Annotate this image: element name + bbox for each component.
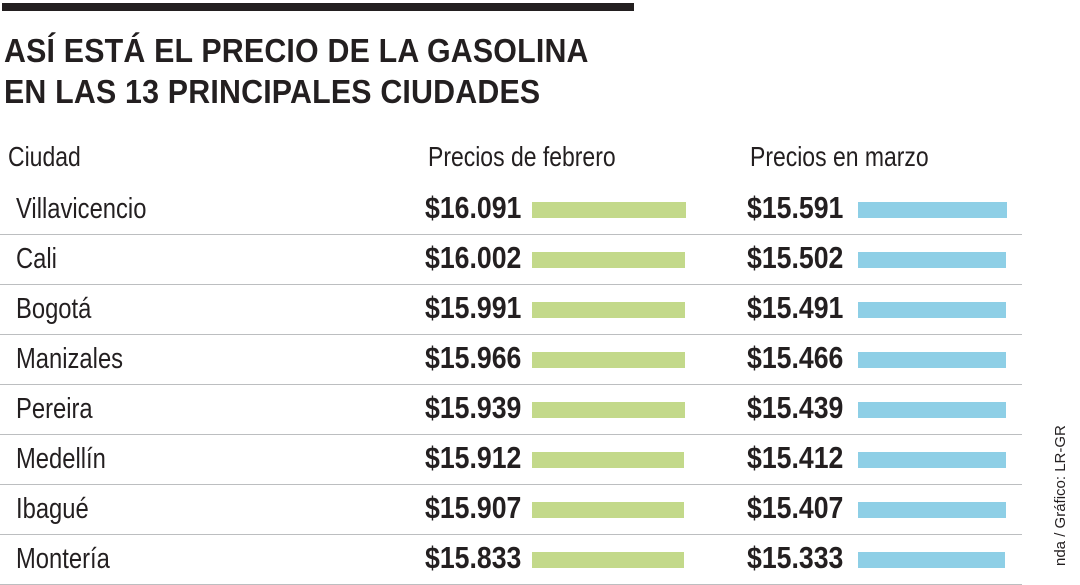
march-value-label: $15.333 [747,540,844,575]
city-label: Ibagué [16,493,89,525]
city-label: Pereira [16,393,93,425]
february-bar [532,402,685,418]
row-divider [0,484,1022,485]
march-value-label: $15.491 [747,290,844,325]
march-bar [858,252,1007,268]
chart-title: ASÍ ESTÁ EL PRECIO DE LA GASOLINA EN LAS… [4,30,589,112]
column-header-march: Precios en marzo [750,141,929,172]
table-row: Manizales $15.966 $15.466 [0,335,1022,385]
march-bar [858,552,1005,568]
february-value-label: $15.912 [425,440,522,475]
february-value-label: $16.002 [425,240,522,275]
march-value-label: $15.466 [747,340,844,375]
february-value-label: $15.966 [425,340,522,375]
row-divider [0,434,1022,435]
february-bar [532,202,686,218]
city-label: Medellín [16,443,106,475]
city-label: Manizales [16,343,124,375]
march-bar [858,202,1008,218]
top-rule [2,3,634,11]
table-row: Montería $15.833 $15.333 [0,535,1022,585]
city-label: Villavicencio [16,193,147,225]
march-value-label: $15.439 [747,390,844,425]
table-row: Pereira $15.939 $15.439 [0,385,1022,435]
march-bar [858,352,1006,368]
city-label: Cali [16,243,57,275]
march-bar [858,302,1007,318]
city-label: Montería [16,543,110,575]
february-bar [532,452,685,468]
chart-title-line-1: ASÍ ESTÁ EL PRECIO DE LA GASOLINA [4,32,589,69]
february-bar [532,302,685,318]
march-value-label: $15.502 [747,240,844,275]
table-row: Ibagué $15.907 $15.407 [0,485,1022,535]
chart-title-line-2: EN LAS 13 PRINCIPALES CIUDADES [4,73,541,110]
february-bar [532,252,686,268]
march-bar [858,402,1006,418]
february-value-label: $15.939 [425,390,522,425]
march-value-label: $15.412 [747,440,844,475]
february-value-label: $15.991 [425,290,522,325]
march-bar [858,452,1006,468]
row-divider [0,534,1022,535]
column-header-february: Precios de febrero [428,141,616,172]
column-header-city: Ciudad [8,141,81,172]
february-bar [532,502,685,518]
table-row: Bogotá $15.991 $15.491 [0,285,1022,335]
source-credit: nda / Gráfico: LR-GR [1052,425,1069,566]
february-value-label: $15.907 [425,490,522,525]
february-bar [532,352,685,368]
march-bar [858,502,1006,518]
february-value-label: $15.833 [425,540,522,575]
table-row: Medellín $15.912 $15.412 [0,435,1022,485]
row-divider [0,284,1022,285]
table-row: Villavicencio $16.091 $15.591 [0,185,1022,235]
march-value-label: $15.407 [747,490,844,525]
february-bar [532,552,684,568]
february-value-label: $16.091 [425,190,522,225]
march-value-label: $15.591 [747,190,844,225]
row-divider [0,234,1022,235]
table-row: Cali $16.002 $15.502 [0,235,1022,285]
row-divider [0,384,1022,385]
row-divider [0,334,1022,335]
city-label: Bogotá [16,293,92,325]
